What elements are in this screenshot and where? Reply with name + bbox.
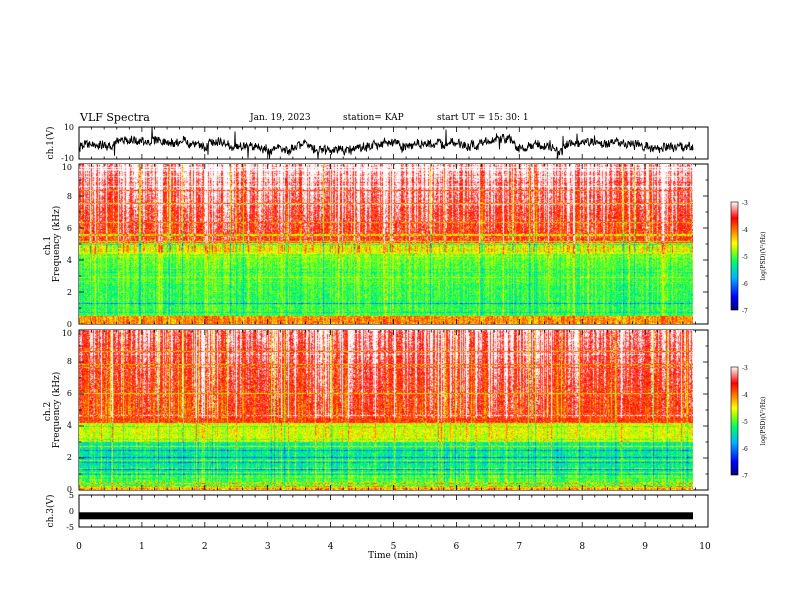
ch2-ytick-0: 0: [67, 485, 72, 494]
ch2-ytick-2: 2: [67, 453, 72, 462]
ch1-spec-ylabel: ch.1 Frequency (kHz): [43, 206, 62, 283]
xtick-label-10: 10: [699, 542, 711, 552]
xtick-label-5: 5: [391, 542, 397, 552]
xtick-label-2: 2: [202, 542, 208, 552]
xtick-label-6: 6: [454, 542, 460, 552]
axis-ticks: [78, 127, 709, 527]
ch1-ytick-4: 4: [67, 256, 72, 265]
ch1-cb-tick-m3: -3: [742, 200, 748, 207]
date-label: Jan. 19, 2023: [250, 113, 311, 123]
ch2-colorbar: [730, 366, 739, 476]
ch2-cb-tick-m4: -4: [742, 392, 748, 399]
ch1-cb-tick-m5: -5: [742, 254, 748, 261]
ch1-spectrogram-image: [79, 164, 693, 324]
ch3-waveform-panel: 5 0 -5 ch.3(V): [45, 491, 709, 532]
ch2-ytick-10: 10: [62, 329, 72, 338]
ch1-cb-tick-m4: -4: [742, 227, 748, 234]
ch1-ytick-6: 6: [67, 224, 72, 233]
ch2-ytick-8: 8: [67, 357, 72, 366]
ch1-cb-tick-m6: -6: [742, 281, 748, 288]
ch1-ytick-top: 10: [64, 123, 74, 132]
ch3-ylabel: ch.3(V): [45, 495, 56, 528]
ch2-ytick-4: 4: [67, 421, 72, 430]
ch2-cb-tick-m5: -5: [742, 419, 748, 426]
ch1-cb-tick-m7: -7: [742, 308, 748, 315]
station-label: station= KAP: [343, 113, 404, 123]
ch3-waveform-trace: [79, 512, 693, 520]
ch2-spectrogram-panel: 0 2 4 6 8 10 ch.2 Frequency (kHz) -3 -4 …: [43, 329, 767, 494]
ch2-cb-tick-m6: -6: [742, 446, 748, 453]
ch1-spec-ylabel-ch: ch.1: [43, 236, 53, 255]
ch1-ytick-8: 8: [67, 192, 72, 201]
xtick-label-4: 4: [328, 542, 334, 552]
ch1-ylabel: ch.1(V): [45, 127, 56, 160]
ch2-spec-ylabel: ch.2 Frequency (kHz): [43, 372, 62, 449]
ch3-ytick-mid: 0: [69, 507, 74, 516]
ch1-spectrogram-panel: 0 2 4 6 8 10 ch.1 Frequency (kHz) -3 -4 …: [43, 163, 767, 329]
ch1-spec-ylabel-freq: Frequency (kHz): [51, 206, 62, 283]
x-axis: 0 1 2 3 4 5 6 7 8 9 10 Time (min): [76, 542, 711, 561]
ch2-cb-tick-m3: -3: [742, 365, 748, 372]
ch3-ytick-top: 5: [69, 491, 74, 500]
ch1-colorbar-label: log(PSD)(V²/Hz): [760, 232, 767, 281]
start-time-label: start UT = 15: 30: 1: [437, 113, 529, 123]
ch2-spec-ylabel-ch: ch.2: [43, 402, 53, 421]
ch2-spec-ylabel-freq: Frequency (kHz): [51, 372, 62, 449]
ch2-cb-tick-m7: -7: [742, 473, 748, 480]
ch1-waveform-trace: [78, 126, 694, 160]
xtick-label-1: 1: [139, 542, 145, 552]
xtick-label-3: 3: [265, 542, 271, 552]
ch2-spectrogram-image: [79, 330, 693, 490]
xtick-label-0: 0: [76, 542, 82, 552]
ch1-ytick-10: 10: [62, 163, 72, 172]
ch1-waveform-panel: 10 -10 ch.1(V): [45, 123, 709, 163]
ch3-ytick-bottom: -5: [66, 523, 74, 532]
ch2-colorbar-label: log(PSD)(V²/Hz): [760, 397, 767, 446]
xtick-label-7: 7: [516, 542, 522, 552]
xtick-label-9: 9: [642, 542, 648, 552]
ch1-ytick-0: 0: [67, 320, 72, 329]
xtick-label-8: 8: [579, 542, 585, 552]
figure-title: VLF Spectra: [80, 111, 150, 124]
x-axis-label: Time (min): [368, 550, 418, 561]
ch2-ytick-6: 6: [67, 389, 72, 398]
ch1-ytick-bottom: -10: [61, 154, 74, 163]
ch1-colorbar: [730, 201, 739, 311]
ch1-ytick-2: 2: [67, 288, 72, 297]
